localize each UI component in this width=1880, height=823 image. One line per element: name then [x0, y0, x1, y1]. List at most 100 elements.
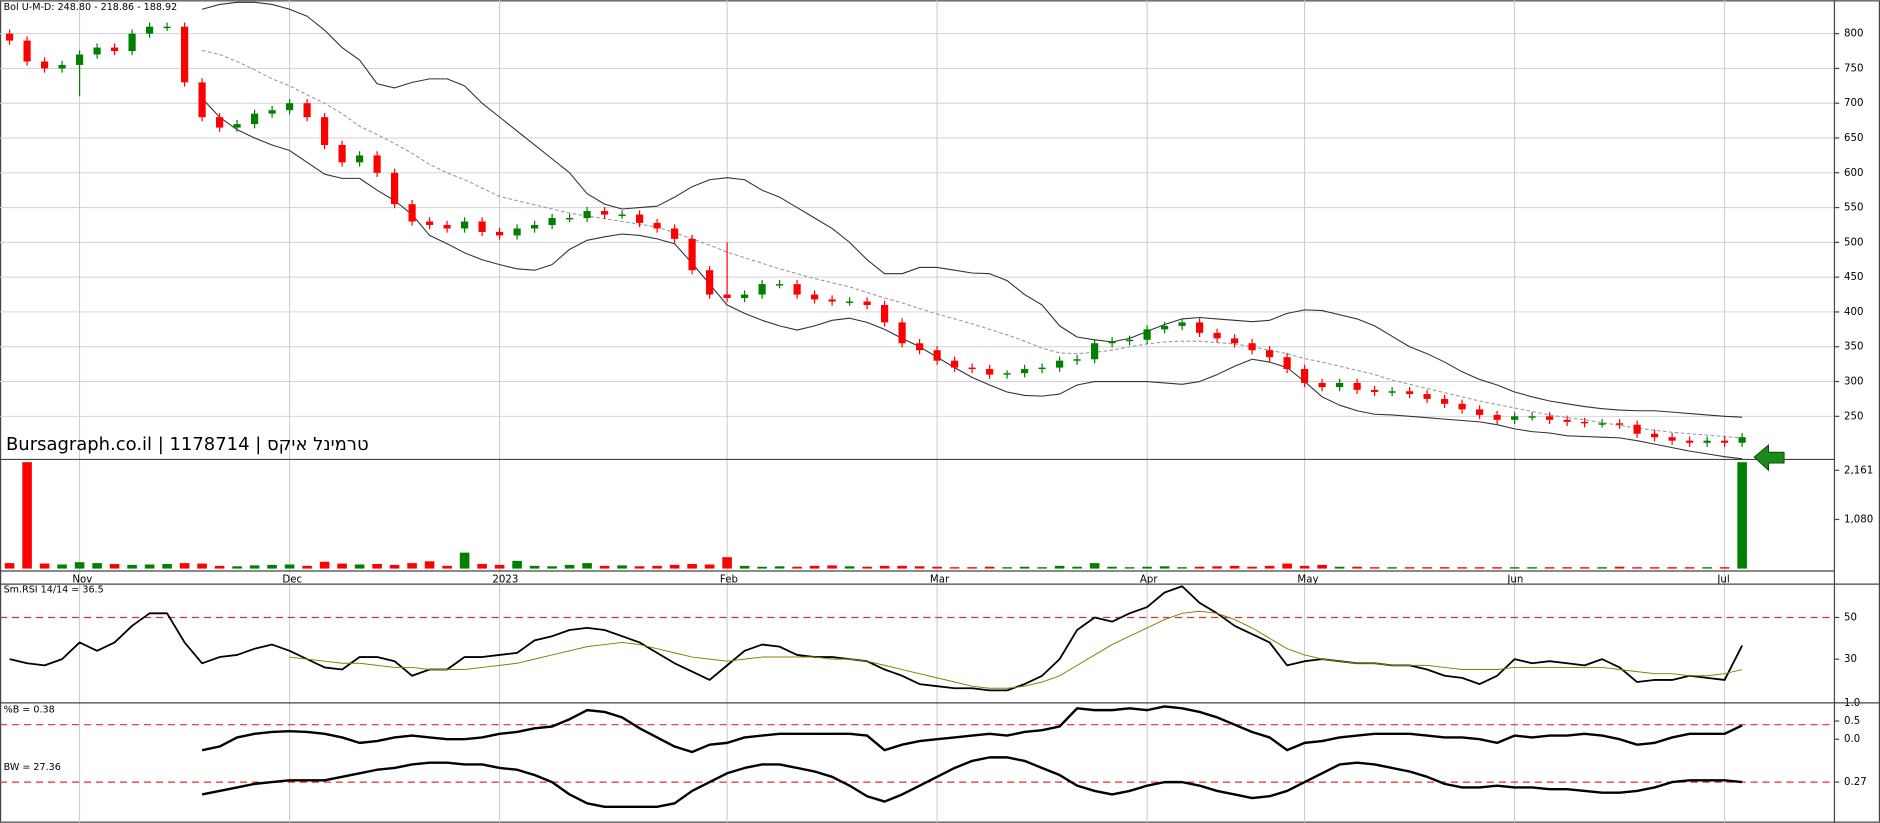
watermark: Bursagraph.co.il | 1178714 | טרמינל איקס [6, 434, 369, 455]
volume-bar [1282, 563, 1292, 569]
volume-bar [809, 565, 820, 569]
candle-body [916, 343, 924, 351]
x-tick-label: Jun [1506, 574, 1523, 585]
candle-body [548, 218, 556, 225]
candle-body [93, 47, 101, 55]
volume-bar [1247, 566, 1257, 569]
volume-bar [284, 564, 295, 569]
series-line [201, 756, 1743, 809]
candle-body [671, 228, 679, 239]
x-tick-label: Apr [1140, 574, 1158, 585]
candle-body [128, 33, 136, 52]
candle-body [1528, 416, 1536, 418]
x-tick-label: Mar [930, 574, 950, 585]
volume-bar [1737, 462, 1747, 569]
x-tick-label: Dec [282, 574, 302, 585]
candle-body [933, 350, 941, 361]
candle-body [898, 322, 906, 344]
volume-bar [1632, 567, 1642, 569]
candle-body [863, 301, 871, 305]
volume-bar [354, 564, 365, 569]
volume-bar [1194, 566, 1205, 569]
volume-bar [407, 563, 417, 569]
volume-bar [757, 566, 767, 569]
series-line [201, 49, 1743, 439]
candle-body [1616, 423, 1624, 425]
marks-layer [4, 1, 1747, 809]
candle-body [583, 211, 591, 219]
candle-body [741, 294, 749, 299]
candle-body [1283, 357, 1291, 370]
series-line [201, 1, 1743, 418]
candle-body [1686, 440, 1694, 443]
candle-body [636, 214, 644, 223]
candle-body [968, 367, 976, 370]
volume-bar [214, 565, 225, 569]
volume-bar [1649, 567, 1660, 569]
y-tick-label: 450 [1844, 272, 1863, 283]
volume-bar [564, 564, 575, 569]
volume-bar [897, 565, 907, 569]
volume-bar [1439, 567, 1450, 569]
candle-body [496, 231, 504, 236]
volume-bar [1264, 565, 1275, 569]
volume-bar [1159, 566, 1170, 569]
volume-bar [914, 566, 925, 569]
volume-bar [844, 566, 855, 569]
volume-bar [792, 566, 802, 569]
candle-body [951, 360, 959, 368]
x-tick-label: Jul [1716, 574, 1729, 585]
candle-body [531, 224, 539, 229]
volume-bar [442, 565, 452, 569]
candle-body [846, 301, 854, 303]
candle-body [811, 294, 819, 300]
candle-body [688, 238, 696, 271]
candle-body [1598, 423, 1606, 425]
volume-bar [1317, 564, 1327, 569]
candle-body [180, 26, 189, 83]
volume-bar [22, 462, 32, 569]
candle-body [1248, 343, 1256, 351]
volume-bar [144, 564, 155, 569]
volume-bar [92, 563, 102, 569]
candle-body [1126, 339, 1134, 342]
candle-body [1406, 391, 1414, 395]
last-price-arrow [1753, 444, 1785, 472]
candle-body [723, 294, 731, 299]
y-tick-label: 0.5 [1844, 716, 1860, 727]
candle-body [268, 110, 276, 114]
candle-body [1213, 332, 1221, 339]
volume-bar [1492, 567, 1502, 569]
volume-bar [1702, 567, 1712, 569]
volume-bar [372, 564, 382, 569]
series-line [9, 585, 1743, 692]
volume-bar [389, 564, 400, 569]
volume-bar [1229, 565, 1240, 569]
volume-bar [704, 564, 715, 569]
volume-bar [774, 566, 785, 569]
volume-bar [669, 564, 680, 569]
candle-body [1108, 341, 1116, 344]
volume-bar [127, 564, 137, 569]
volume-bar [1002, 567, 1012, 569]
y-tick-label: 1,080 [1844, 514, 1873, 525]
y-tick-label: 250 [1844, 411, 1863, 422]
candle-body [1021, 369, 1029, 374]
x-tick-label: May [1297, 574, 1318, 585]
candle-body [1196, 322, 1204, 333]
candle-body [1493, 414, 1501, 420]
volume-bar [984, 566, 995, 569]
candle-body [706, 270, 714, 295]
candle-body [1143, 329, 1151, 340]
volume-bar [1684, 567, 1695, 569]
volume-bar [617, 565, 627, 569]
candle-body [145, 26, 154, 34]
candle-body [5, 33, 14, 41]
candle-body [1721, 440, 1729, 443]
volume-bar [1019, 566, 1030, 569]
volume-bar [197, 563, 207, 569]
volume-bar [949, 567, 960, 569]
y-tick-label: 550 [1844, 203, 1863, 214]
volume-bar [1037, 567, 1047, 569]
